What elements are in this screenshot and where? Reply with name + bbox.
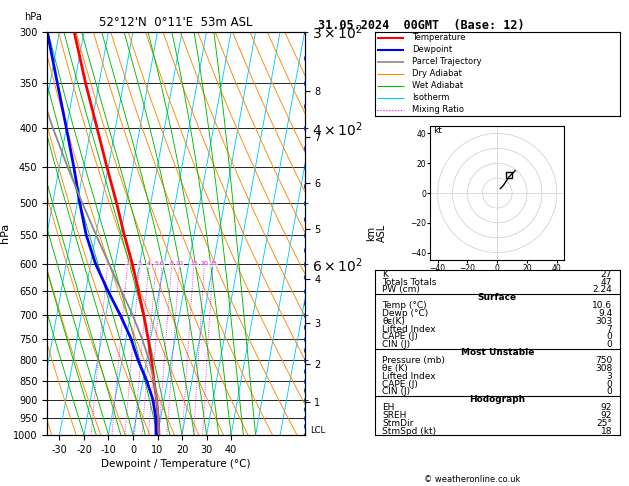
Text: CIN (J): CIN (J) — [382, 340, 410, 349]
Text: Dewpoint: Dewpoint — [411, 45, 452, 54]
Text: 0: 0 — [606, 387, 612, 397]
Text: LCL: LCL — [310, 426, 325, 435]
Text: 308: 308 — [595, 364, 612, 373]
Text: 0: 0 — [606, 332, 612, 342]
Text: 27: 27 — [601, 270, 612, 278]
Text: © weatheronline.co.uk: © weatheronline.co.uk — [423, 474, 520, 484]
Text: θᴇ (K): θᴇ (K) — [382, 364, 408, 373]
Text: 303: 303 — [595, 317, 612, 326]
Text: Dewp (°C): Dewp (°C) — [382, 309, 428, 318]
Text: 3: 3 — [606, 372, 612, 381]
Y-axis label: hPa: hPa — [0, 223, 10, 243]
Text: Isotherm: Isotherm — [411, 93, 449, 102]
Text: 0: 0 — [606, 340, 612, 349]
Text: 10: 10 — [175, 261, 184, 266]
Title: 52°12'N  0°11'E  53m ASL: 52°12'N 0°11'E 53m ASL — [99, 16, 253, 29]
Text: 31.05.2024  00GMT  (Base: 12): 31.05.2024 00GMT (Base: 12) — [318, 19, 525, 33]
Text: Temperature: Temperature — [411, 33, 465, 42]
Text: Dry Adiabat: Dry Adiabat — [411, 69, 462, 78]
Text: 3: 3 — [138, 261, 142, 266]
Text: 92: 92 — [601, 403, 612, 412]
Text: Parcel Trajectory: Parcel Trajectory — [411, 57, 481, 66]
Text: K: K — [382, 270, 388, 278]
Text: EH: EH — [382, 403, 394, 412]
Text: StmDir: StmDir — [382, 419, 414, 428]
Text: StmSpd (kt): StmSpd (kt) — [382, 427, 437, 435]
Text: 2: 2 — [126, 261, 130, 266]
Text: 6: 6 — [160, 261, 164, 266]
Text: Pressure (mb): Pressure (mb) — [382, 356, 445, 365]
Text: Temp (°C): Temp (°C) — [382, 301, 427, 310]
Text: 10.6: 10.6 — [592, 301, 612, 310]
X-axis label: Dewpoint / Temperature (°C): Dewpoint / Temperature (°C) — [101, 459, 251, 469]
Text: Wet Adiabat: Wet Adiabat — [411, 81, 463, 90]
Text: θᴇ(K): θᴇ(K) — [382, 317, 405, 326]
Text: hPa: hPa — [24, 12, 42, 21]
Text: SREH: SREH — [382, 411, 407, 420]
Text: 18: 18 — [601, 427, 612, 435]
Text: 4: 4 — [147, 261, 151, 266]
Text: 2.24: 2.24 — [593, 285, 612, 295]
Text: 25°: 25° — [596, 419, 612, 428]
Text: Most Unstable: Most Unstable — [460, 348, 534, 357]
Text: 20: 20 — [201, 261, 208, 266]
Text: 7: 7 — [606, 325, 612, 333]
Y-axis label: km
ASL: km ASL — [366, 224, 387, 243]
Text: 8: 8 — [170, 261, 174, 266]
Text: 47: 47 — [601, 278, 612, 287]
Text: 92: 92 — [601, 411, 612, 420]
Text: Surface: Surface — [477, 293, 517, 302]
Text: Totals Totals: Totals Totals — [382, 278, 437, 287]
Text: CAPE (J): CAPE (J) — [382, 332, 418, 342]
Text: 5: 5 — [154, 261, 158, 266]
Text: CIN (J): CIN (J) — [382, 387, 410, 397]
Text: 1: 1 — [106, 261, 109, 266]
Text: kt: kt — [433, 126, 442, 136]
Text: 9.4: 9.4 — [598, 309, 612, 318]
Text: 15: 15 — [190, 261, 198, 266]
Text: CAPE (J): CAPE (J) — [382, 380, 418, 388]
Text: 0: 0 — [606, 380, 612, 388]
Text: 25: 25 — [209, 261, 217, 266]
Text: Hodograph: Hodograph — [469, 395, 525, 404]
Text: Lifted Index: Lifted Index — [382, 372, 436, 381]
Text: 750: 750 — [595, 356, 612, 365]
Text: Mixing Ratio: Mixing Ratio — [411, 105, 464, 114]
Text: Lifted Index: Lifted Index — [382, 325, 436, 333]
Text: PW (cm): PW (cm) — [382, 285, 420, 295]
